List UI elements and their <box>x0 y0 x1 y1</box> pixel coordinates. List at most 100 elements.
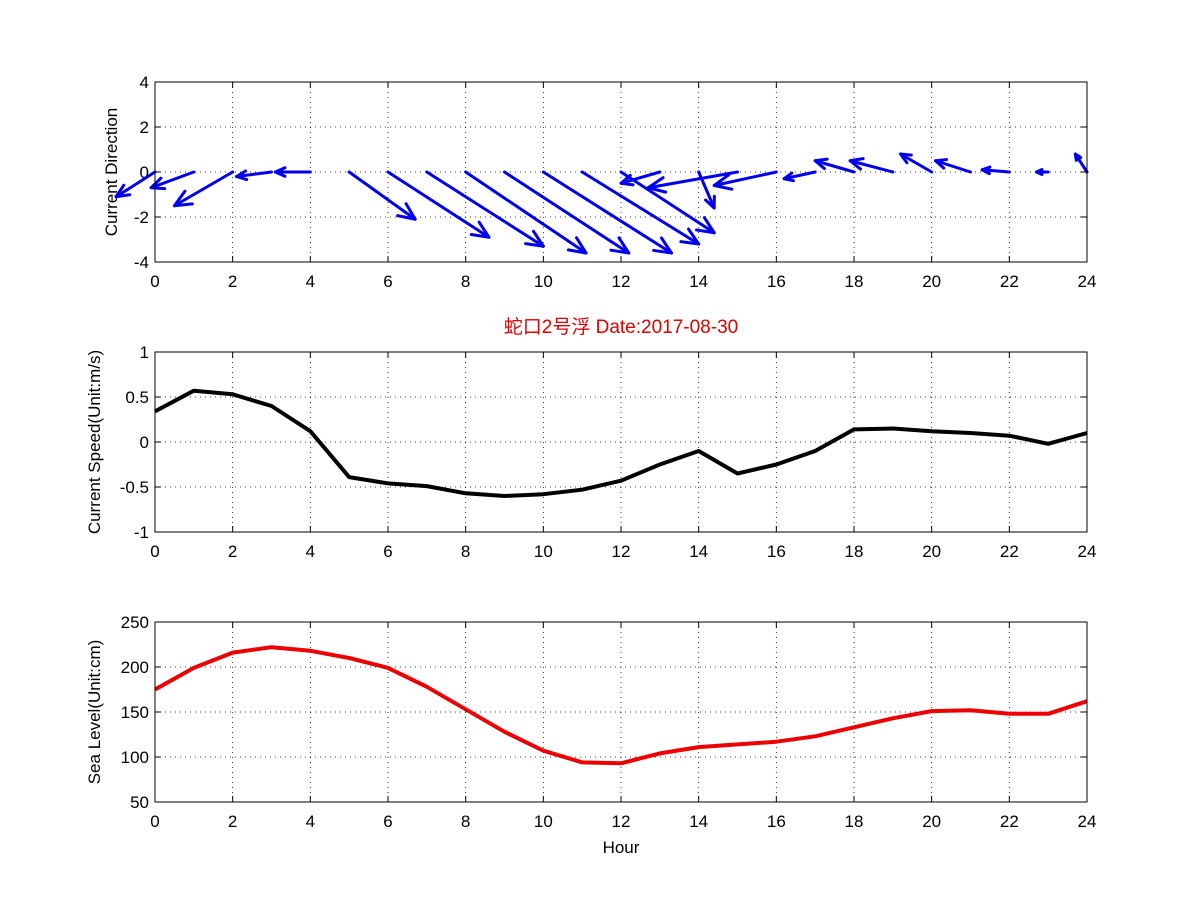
y-tick-label: 100 <box>121 748 149 767</box>
x-tick-label: 16 <box>767 812 786 831</box>
sea-level-xlabel: Hour <box>603 838 640 857</box>
x-tick-label: 24 <box>1078 542 1097 561</box>
x-tick-label: 20 <box>922 542 941 561</box>
y-tick-label: -1 <box>134 523 149 542</box>
current-arrowhead <box>149 176 167 191</box>
x-tick-label: 4 <box>306 542 315 561</box>
current-arrowhead <box>396 202 417 221</box>
x-tick-label: 20 <box>922 812 941 831</box>
sea-level-line <box>154 645 1088 766</box>
current-arrowhead <box>980 165 992 176</box>
x-tick-label: 20 <box>922 272 941 291</box>
current-direction-ylabel: Current Direction <box>102 108 121 237</box>
axes-border <box>154 621 1088 803</box>
x-tick-label: 2 <box>228 542 237 561</box>
current-arrowhead <box>848 157 865 171</box>
x-tick-label: 16 <box>767 272 786 291</box>
y-tick-label: 2 <box>140 118 149 137</box>
y-tick-label: -2 <box>134 208 149 227</box>
current-arrow <box>934 159 972 174</box>
current-arrow <box>347 170 417 221</box>
x-tick-label: 18 <box>845 812 864 831</box>
x-tick-label: 18 <box>845 542 864 561</box>
current-arrowhead <box>934 158 948 170</box>
current-arrowhead <box>609 236 631 255</box>
y-tick-label: 250 <box>121 613 149 632</box>
current-arrow <box>386 170 491 239</box>
x-tick-label: 22 <box>1000 542 1019 561</box>
x-tick-label: 6 <box>383 812 392 831</box>
current-speed-line <box>154 388 1088 498</box>
current-arrowhead <box>646 176 668 194</box>
x-tick-label: 2 <box>228 812 237 831</box>
current-arrowhead <box>694 216 716 235</box>
current-arrow <box>813 159 856 174</box>
x-tick-label: 14 <box>689 272 708 291</box>
x-tick-label: 4 <box>306 272 315 291</box>
current-arrowhead <box>1035 168 1044 176</box>
current-arrow <box>646 170 739 190</box>
x-tick-label: 24 <box>1078 812 1097 831</box>
y-tick-label: 4 <box>140 73 149 92</box>
x-tick-label: 0 <box>150 272 159 291</box>
current-arrow <box>541 170 673 255</box>
current-arrowhead <box>704 194 716 210</box>
current-arrowhead <box>619 173 635 187</box>
current-arrow <box>172 170 235 208</box>
current-arrow <box>149 170 196 190</box>
x-tick-label: 18 <box>845 272 864 291</box>
current-arrowhead <box>679 227 701 246</box>
current-arrowhead <box>566 236 588 255</box>
current-arrowhead <box>273 166 287 178</box>
axes-border <box>154 351 1088 533</box>
current-arrow <box>848 159 895 174</box>
x-tick-label: 2 <box>228 272 237 291</box>
x-tick-label: 14 <box>689 812 708 831</box>
current-arrowhead <box>712 173 734 191</box>
x-tick-label: 8 <box>461 812 470 831</box>
x-tick-label: 0 <box>150 812 159 831</box>
x-tick-label: 24 <box>1078 272 1097 291</box>
current-arrow <box>464 170 588 255</box>
current-arrow <box>425 170 545 248</box>
y-tick-label: 0 <box>140 433 149 452</box>
arrow-series <box>114 152 1089 255</box>
x-tick-label: 8 <box>461 542 470 561</box>
current-arrowhead <box>813 157 829 171</box>
current-arrow <box>782 170 817 181</box>
current-speed-chart: 蛇口2号浮 Date:2017-08-30 Current Speed(Unit… <box>85 316 1096 561</box>
x-tick-label: 12 <box>612 272 631 291</box>
x-tick-label: 12 <box>612 812 631 831</box>
current-arrow <box>503 170 631 255</box>
current-arrow <box>980 168 1011 174</box>
x-tick-label: 8 <box>461 272 470 291</box>
current-arrow <box>619 170 716 235</box>
current-arrowhead <box>524 229 545 248</box>
current-arrow <box>580 170 701 246</box>
x-tick-label: 16 <box>767 542 786 561</box>
current-arrowhead <box>652 236 673 255</box>
current-arrowhead <box>1073 152 1083 162</box>
y-tick-label: 1 <box>140 343 149 362</box>
current-arrow <box>619 170 662 185</box>
y-tick-label: -0.5 <box>120 478 149 497</box>
x-tick-label: 10 <box>534 812 553 831</box>
x-tick-label: 22 <box>1000 812 1019 831</box>
y-tick-label: 50 <box>130 793 149 812</box>
grid <box>155 352 1087 532</box>
current-direction-chart: Current Direction 0 2 4 6 8 10 12 14 16 18 20 22 24-… <box>102 73 1096 291</box>
x-tick-label: 6 <box>383 542 392 561</box>
x-tick-label: 10 <box>534 272 553 291</box>
x-tick-label: 12 <box>612 542 631 561</box>
current-arrowhead <box>114 183 132 199</box>
x-tick-label: 22 <box>1000 272 1019 291</box>
y-tick-label: 0 <box>140 163 149 182</box>
current-arrowhead <box>782 171 795 183</box>
x-tick-label: 0 <box>150 542 159 561</box>
current-arrowhead <box>469 220 491 239</box>
sea-level-ylabel: Sea Level(Unit:cm) <box>85 640 104 785</box>
chart-title: 蛇口2号浮 Date:2017-08-30 <box>504 316 738 338</box>
y-tick-label: 0.5 <box>125 388 149 407</box>
current-arrowhead <box>899 152 913 165</box>
